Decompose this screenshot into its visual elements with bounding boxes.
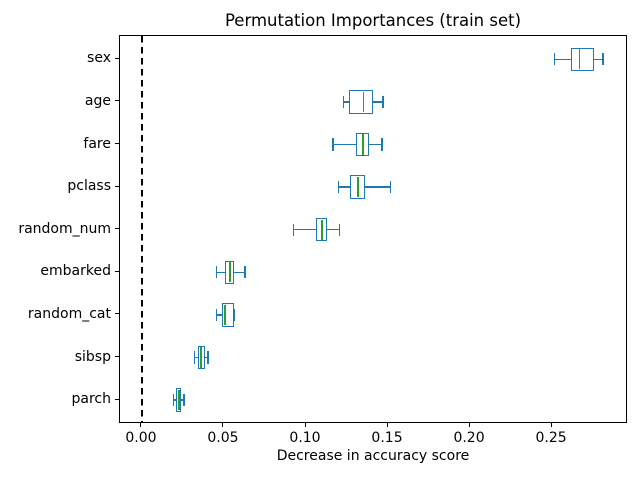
whisker-line-high xyxy=(204,356,209,359)
whisker-line-high xyxy=(594,58,603,61)
whisker-cap-low xyxy=(553,53,556,66)
whisker-cap-high xyxy=(338,223,341,236)
x-tick-label: 0.05 xyxy=(207,430,239,446)
y-tick-label: parch xyxy=(71,391,111,408)
whisker-cap-high xyxy=(389,180,392,194)
median-line xyxy=(356,177,359,198)
median-line xyxy=(578,49,581,70)
y-tick-mark xyxy=(115,228,119,230)
whisker-cap-low xyxy=(292,223,295,236)
whisker-line-high xyxy=(372,101,383,103)
y-tick-label: random_cat xyxy=(27,305,111,322)
x-tick-mark xyxy=(140,423,142,427)
y-tick-mark xyxy=(115,57,119,59)
whisker-line-high xyxy=(326,228,340,231)
y-tick-label: sibsp xyxy=(74,348,111,365)
whisker-cap-high xyxy=(601,53,604,66)
whisker-line-low xyxy=(293,228,316,231)
x-tick-mark xyxy=(386,423,388,427)
y-tick-mark xyxy=(115,398,119,400)
whisker-cap-high xyxy=(381,95,384,109)
whisker-line-low xyxy=(332,143,357,146)
y-tick-label: embarked xyxy=(40,263,111,280)
whisker-line-low xyxy=(216,271,226,274)
x-tick-label: 0.25 xyxy=(535,430,567,446)
y-tick-label: fare xyxy=(83,135,111,152)
y-tick-mark xyxy=(115,185,119,187)
median-line xyxy=(224,304,226,325)
whisker-line-high xyxy=(365,186,391,188)
whisker-cap-low xyxy=(331,138,334,151)
whisker-cap-low xyxy=(172,393,175,407)
box-iqr xyxy=(570,47,595,71)
chart-title: Permutation Importances (train set) xyxy=(224,11,522,30)
y-tick-label: age xyxy=(84,92,111,109)
median-line xyxy=(320,219,323,240)
x-tick-label: 0.00 xyxy=(125,430,157,446)
zero-refline xyxy=(141,36,143,422)
box-iqr xyxy=(221,303,234,327)
whisker-cap-low xyxy=(337,180,340,194)
median-line xyxy=(200,347,202,368)
whisker-line-high xyxy=(369,143,382,146)
whisker-cap-high xyxy=(183,393,186,407)
x-tick-mark xyxy=(222,423,224,427)
whisker-cap-high xyxy=(380,138,383,151)
whisker-line-low xyxy=(343,101,349,103)
whisker-line-high xyxy=(234,271,245,274)
x-tick-mark xyxy=(304,423,306,427)
y-tick-mark xyxy=(115,270,119,272)
whisker-line-low xyxy=(338,186,351,188)
whisker-line-high xyxy=(181,399,185,401)
median-line xyxy=(178,390,181,411)
whisker-cap-high xyxy=(244,266,246,279)
whisker-cap-low xyxy=(215,308,218,322)
median-line xyxy=(361,134,364,155)
whisker-line-low xyxy=(216,314,222,316)
x-axis-label: Decrease in accuracy score xyxy=(276,448,470,464)
y-tick-mark xyxy=(115,100,119,102)
whisker-line-low xyxy=(194,356,198,359)
y-tick-label: sex xyxy=(87,50,111,67)
whisker-cap-low xyxy=(215,266,218,279)
whisker-line-low xyxy=(554,58,571,61)
median-line xyxy=(362,91,365,112)
whisker-cap-high xyxy=(233,308,236,322)
x-tick-mark xyxy=(550,423,552,427)
x-tick-label: 0.20 xyxy=(453,430,485,446)
y-tick-mark xyxy=(115,313,119,315)
y-tick-label: random_num xyxy=(18,220,111,237)
y-tick-mark xyxy=(115,143,119,144)
box-iqr xyxy=(348,90,373,114)
y-tick-label: pclass xyxy=(67,178,111,195)
x-tick-mark xyxy=(468,423,470,427)
whisker-cap-low xyxy=(342,95,345,109)
x-tick-label: 0.10 xyxy=(289,430,321,446)
median-line xyxy=(229,262,232,283)
y-tick-mark xyxy=(115,356,119,357)
plot-area xyxy=(119,35,627,423)
x-tick-label: 0.15 xyxy=(371,430,403,446)
whisker-cap-high xyxy=(207,351,210,364)
whisker-cap-low xyxy=(193,351,196,364)
whisker-line-low xyxy=(173,399,176,401)
